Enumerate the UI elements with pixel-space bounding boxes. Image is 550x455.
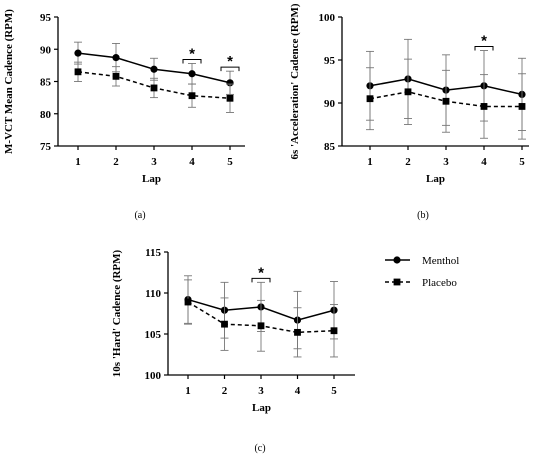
data-point (366, 95, 374, 103)
data-point (480, 103, 488, 110)
panel-c: 100 105 110 115 1 2 3 4 5 10s 'Hard' Cadence (RPM… (111, 247, 355, 454)
y-tick-label: 115 (145, 247, 161, 259)
y-tick-label: 105 (145, 329, 162, 341)
legend-marker-placebo (393, 278, 401, 286)
series-placebo (74, 61, 234, 113)
data-point (442, 97, 450, 105)
significance-asterisk: * (481, 33, 487, 50)
series-placebo (366, 58, 526, 140)
y-tick-label: 80 (40, 109, 52, 121)
x-tick-label: 5 (331, 385, 337, 397)
data-point (226, 94, 234, 102)
panel-b: 85 90 95 100 1 2 3 4 5 6s 'Acceleration' Cadence … (289, 3, 529, 221)
x-tick-label: 2 (405, 156, 411, 168)
significance-asterisk: * (189, 45, 195, 62)
y-tick-label: 90 (40, 44, 52, 56)
data-point (226, 79, 234, 87)
y-tick-label: 110 (145, 288, 161, 300)
y-tick-label: 75 (40, 141, 52, 153)
x-tick-label: 1 (75, 156, 81, 168)
y-tick-label: 95 (40, 12, 52, 24)
data-point (257, 322, 265, 330)
legend-label-menthol: Menthol (422, 255, 459, 267)
data-point (74, 68, 82, 76)
panel-label: (c) (254, 443, 265, 454)
legend-label-placebo: Placebo (422, 277, 457, 289)
significance-bracket (220, 66, 240, 72)
data-point (518, 103, 526, 110)
data-point (150, 65, 158, 73)
significance-asterisk: * (258, 264, 264, 281)
data-point (184, 298, 192, 306)
x-tick-label: 1 (185, 385, 191, 397)
y-axis-label: 10s 'Hard' Cadence (RPM) (111, 249, 123, 377)
x-tick-label: 3 (258, 385, 264, 397)
panel-label: (b) (417, 210, 429, 221)
x-tick-label: 2 (113, 156, 119, 168)
data-point (188, 70, 196, 78)
significance-bracket (251, 277, 271, 283)
y-tick-label: 100 (319, 12, 336, 24)
y-tick-label: 85 (324, 141, 336, 153)
x-tick-label: 5 (227, 156, 233, 168)
significance-bracket (182, 58, 202, 64)
data-point (150, 84, 158, 92)
y-tick-label: 100 (145, 370, 162, 382)
x-tick-label: 2 (222, 385, 228, 397)
data-point (404, 88, 412, 96)
series-placebo (184, 279, 338, 358)
x-tick-label: 4 (481, 156, 487, 168)
significance-asterisk: * (227, 53, 233, 70)
legend: Menthol Placebo (385, 255, 459, 289)
data-point (112, 54, 120, 62)
y-axis-label: M-VCT Mean Cadence (RPM) (3, 9, 15, 154)
series-menthol (74, 41, 234, 95)
x-axis-label: Lap (426, 173, 445, 185)
x-axis-label: Lap (142, 173, 161, 185)
data-point (330, 327, 338, 335)
legend-marker-menthol (393, 256, 401, 264)
x-tick-label: 4 (295, 385, 301, 397)
y-tick-label: 90 (324, 98, 336, 110)
data-point (112, 72, 120, 80)
significance-bracket (474, 46, 494, 51)
y-tick-label: 85 (40, 77, 52, 89)
panel-a: 75 80 85 90 95 1 2 3 4 5 M-VCT Mean Cadence (RPM) L… (3, 9, 245, 221)
data-point (74, 49, 82, 57)
data-point (188, 92, 196, 100)
y-axis-label: 6s 'Acceleration' Cadence (RPM) (289, 3, 301, 159)
data-point (294, 328, 301, 336)
y-tick-label: 95 (324, 55, 336, 67)
x-axis-label: Lap (252, 402, 271, 414)
x-tick-label: 3 (443, 156, 449, 168)
x-tick-label: 5 (519, 156, 525, 168)
x-tick-label: 4 (189, 156, 195, 168)
data-point (221, 320, 228, 328)
x-tick-label: 1 (367, 156, 373, 168)
x-tick-label: 3 (151, 156, 157, 168)
panel-label: (a) (134, 210, 145, 221)
